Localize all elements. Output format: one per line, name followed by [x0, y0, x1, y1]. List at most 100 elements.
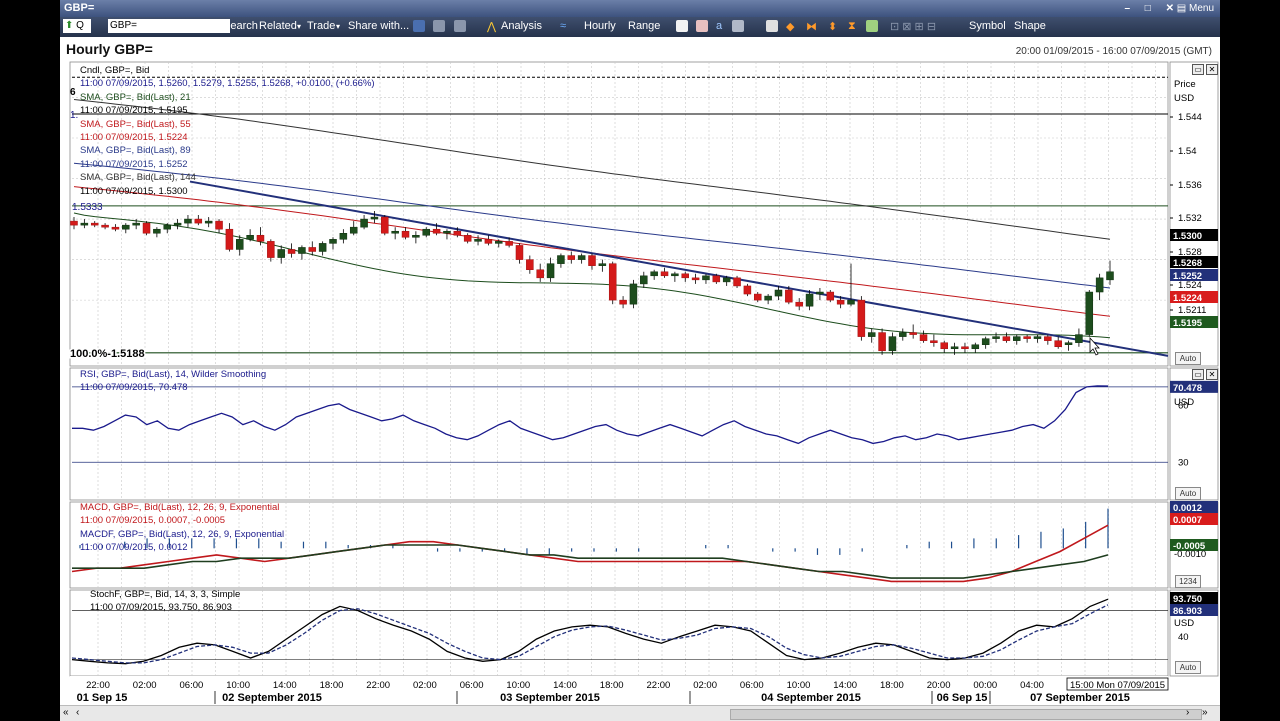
x-time-label: 18:00: [320, 680, 344, 691]
axis-unit: USD: [1174, 397, 1194, 408]
candle-up: [236, 239, 244, 250]
search-icon[interactable]: ⌕: [210, 20, 217, 32]
y-tick-label: 1.54: [1178, 146, 1197, 157]
macd-tag-label: 0.0012: [1173, 503, 1202, 514]
candle-down: [930, 340, 938, 343]
panel-close-icon[interactable]: ✕: [1206, 369, 1218, 380]
candle-down: [142, 222, 151, 234]
toolbar-symbol[interactable]: Symbol: [969, 20, 1006, 32]
candle-down: [608, 263, 617, 301]
scroll-left-icon[interactable]: ◆: [786, 21, 795, 33]
folder-icon[interactable]: [454, 20, 466, 32]
stoch-auto-button[interactable]: Auto: [1175, 661, 1201, 674]
price-auto-button[interactable]: Auto: [1175, 352, 1201, 365]
macd-line: [72, 544, 1109, 579]
expand-icon[interactable]: ⬍: [828, 21, 838, 33]
scroll-left-icon[interactable]: «: [63, 707, 69, 718]
candle-down: [101, 224, 109, 228]
annotation-icon[interactable]: a: [716, 20, 723, 32]
x-date-label: 04 September 2015: [761, 692, 861, 704]
tools-icon[interactable]: ⊡ ⊠ ⊞ ⊟: [890, 21, 937, 33]
macd-tag: [1170, 501, 1218, 513]
scroll-next-icon[interactable]: ›: [1186, 707, 1190, 718]
draw-icon[interactable]: [696, 20, 708, 32]
table-icon[interactable]: [766, 20, 778, 32]
grid-icon[interactable]: [732, 20, 744, 32]
toolbar-related[interactable]: Related: [259, 20, 297, 32]
candle-down: [712, 275, 721, 283]
x-date-label: 06 Sep 15: [937, 692, 988, 704]
toolbar-shape[interactable]: Shape: [1014, 20, 1046, 32]
compress-icon[interactable]: ⧗: [848, 20, 856, 32]
candle-up: [629, 283, 638, 305]
candle-up: [1013, 336, 1021, 341]
candle-up: [1095, 277, 1104, 293]
candle-down: [588, 255, 596, 266]
zoom-icon[interactable]: ⧓: [806, 21, 817, 33]
y-tick-label: 1.5211: [1178, 305, 1206, 316]
up-arrow-icon: ⬆: [65, 20, 74, 31]
legend-entry: 11:00 07/09/2015, 1.5300: [80, 185, 188, 197]
chart-grid: [69, 61, 1219, 677]
undo-icon[interactable]: [413, 20, 425, 32]
stoch-line: [71, 604, 1109, 664]
macd-scale-button[interactable]: 1234: [1175, 575, 1201, 588]
legend-entry: SMA, GBP=, Bid(Last), 144: [80, 172, 196, 184]
crosshair-icon[interactable]: [866, 20, 878, 32]
candle-up: [173, 222, 182, 226]
candle-up: [774, 289, 783, 297]
candle-up: [992, 336, 1000, 339]
rsi-tag: [1170, 380, 1218, 393]
scroll-right-icon[interactable]: »: [1202, 707, 1208, 718]
candle-down: [919, 334, 928, 341]
candle-down: [940, 342, 948, 350]
rsi-auto-button[interactable]: Auto: [1175, 487, 1201, 500]
legend-entry: SMA, GBP=, Bid(Last), 89: [80, 145, 191, 157]
scrollbar-thumb[interactable]: [730, 709, 1202, 720]
y-tick-label: -0.0010: [1174, 549, 1206, 560]
cursor-time-box: [1066, 677, 1169, 691]
axis-unit: USD: [1174, 93, 1194, 104]
candle-down: [225, 228, 234, 250]
candle-up: [981, 338, 990, 345]
toolbar-share[interactable]: Share with...: [348, 20, 410, 32]
axis-unit: USD: [1174, 618, 1194, 629]
candle-up: [246, 235, 254, 240]
candle-down: [909, 332, 917, 335]
toolbar-trade[interactable]: Trade: [307, 20, 336, 32]
ric-dropdown[interactable]: ⬆ Q: [63, 19, 91, 33]
price-tag-label: 1.5195: [1173, 318, 1203, 329]
panel-restore-icon[interactable]: ▭: [1192, 369, 1204, 380]
candle-down: [287, 249, 296, 254]
x-time-label: 22:00: [86, 680, 110, 691]
candle-up: [412, 235, 420, 238]
line-chart-icon[interactable]: [676, 20, 688, 32]
candle-down: [70, 220, 78, 226]
candle-down: [691, 277, 700, 281]
wave-icon[interactable]: ≈: [560, 20, 567, 32]
instrument-input[interactable]: GBP=: [108, 19, 230, 33]
legend-entry: MACD, GBP=, Bid(Last), 12, 26, 9, Expone…: [80, 502, 280, 513]
x-time-label: 06:00: [460, 680, 484, 691]
candle-down: [381, 216, 389, 234]
candle-down: [401, 230, 410, 238]
y-tick-label: 30: [1178, 457, 1189, 468]
copy-icon[interactable]: [433, 20, 445, 32]
candle-down: [681, 273, 689, 279]
legend-entry: 11:00 07/09/2015, 1.5260, 1.5279, 1.5255…: [80, 78, 375, 90]
toolbar-analysis[interactable]: Analysis: [501, 20, 542, 32]
panel-close-icon[interactable]: ✕: [1206, 64, 1218, 75]
toolbar-interval[interactable]: Hourly: [584, 20, 616, 32]
horizontal-scrollbar[interactable]: « ‹ › »: [60, 705, 1220, 721]
toolbar-search[interactable]: Search: [223, 20, 258, 32]
toolbar-range[interactable]: Range: [628, 20, 661, 32]
candle-down: [785, 289, 793, 303]
panel-restore-icon[interactable]: ▭: [1192, 64, 1204, 75]
scroll-prev-icon[interactable]: ‹: [76, 707, 80, 718]
menu-button[interactable]: ▤ Menu: [1176, 3, 1214, 14]
price-tag: [1170, 256, 1218, 268]
legend-entry: 11:00 07/09/2015, 0.0007, -0.0005: [80, 515, 226, 527]
candle-up: [971, 344, 980, 350]
window-controls[interactable]: – □ ✕: [1124, 3, 1180, 14]
